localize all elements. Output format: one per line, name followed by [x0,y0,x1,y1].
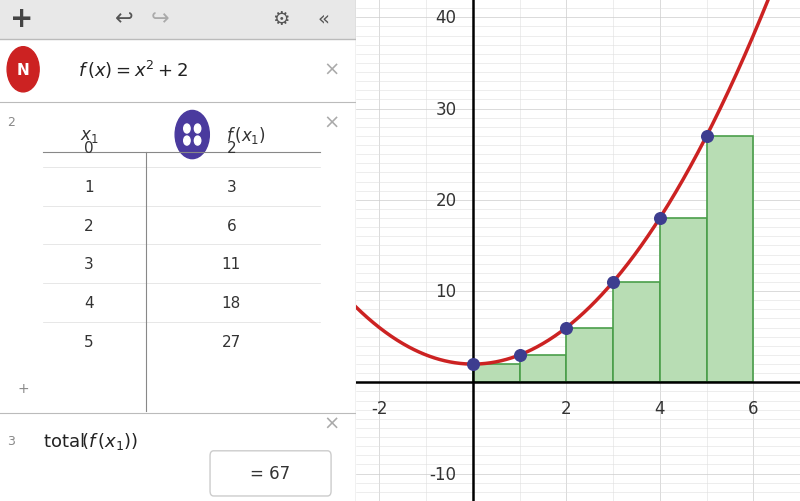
Text: 6: 6 [748,399,758,417]
Text: «: « [318,10,330,29]
Text: ×: × [323,113,339,132]
Bar [706,137,754,383]
Point [606,279,619,287]
Text: 2: 2 [226,141,236,156]
Bar [613,283,660,383]
FancyBboxPatch shape [210,451,331,496]
Text: 10: 10 [435,283,457,301]
Text: ×: × [323,61,339,80]
Circle shape [194,137,201,146]
Point [513,351,526,359]
Text: -10: -10 [430,465,457,482]
Text: 2: 2 [561,399,572,417]
Text: 20: 20 [435,191,457,209]
Text: ↪: ↪ [151,9,170,29]
Text: 18: 18 [222,296,241,310]
Text: 5: 5 [84,334,94,349]
Text: 4: 4 [654,399,665,417]
Text: 0: 0 [84,141,94,156]
Point [466,360,479,368]
Text: 3: 3 [84,257,94,272]
Bar [660,218,706,383]
Text: 1: 1 [7,66,15,79]
Text: +: + [10,5,33,33]
Bar [0,0,356,40]
Bar [29,113,327,411]
Circle shape [175,111,210,159]
Text: 4: 4 [84,296,94,310]
Point [700,133,713,141]
Text: 2: 2 [7,116,15,129]
Text: 11: 11 [222,257,241,272]
Text: -2: -2 [371,399,388,417]
Point [560,324,573,332]
Circle shape [7,48,39,93]
Bar [473,364,519,383]
Text: 30: 30 [435,100,457,118]
Text: 2: 2 [84,218,94,233]
Bar [519,355,566,383]
Text: = 67: = 67 [250,464,290,482]
Text: $f\,(x) = x^2 + 2$: $f\,(x) = x^2 + 2$ [78,59,188,81]
Text: N: N [17,63,30,78]
Text: 27: 27 [222,334,241,349]
Text: 1: 1 [84,180,94,194]
Text: ↩: ↩ [115,9,134,29]
Text: 3: 3 [7,434,15,447]
Bar [566,328,613,383]
Text: +: + [18,381,29,395]
Circle shape [194,125,201,134]
Text: $\mathrm{total}\!\left(f\,(x_1)\right)$: $\mathrm{total}\!\left(f\,(x_1)\right)$ [42,430,138,451]
Circle shape [184,137,190,146]
Text: 6: 6 [226,218,236,233]
Text: 3: 3 [226,180,236,194]
Text: ×: × [323,414,339,433]
Point [654,214,666,222]
Circle shape [184,125,190,134]
Text: 40: 40 [435,9,457,27]
Text: $x_1$: $x_1$ [80,126,98,144]
Text: ⚙: ⚙ [273,10,290,29]
Text: $f\,(x_1)$: $f\,(x_1)$ [226,125,266,146]
